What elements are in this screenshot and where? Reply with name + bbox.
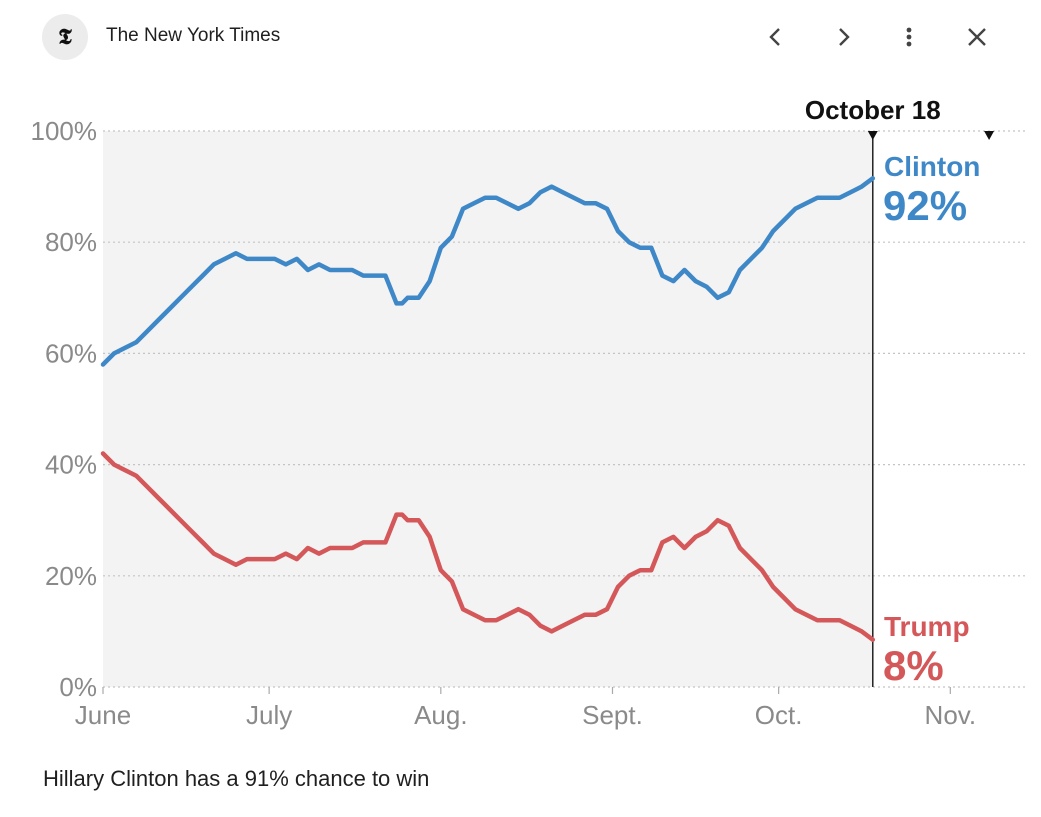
top-bar: 𝕿 The New York Times [0,0,1041,74]
series-line-clinton [100,176,876,367]
y-tick-label: 20% [45,561,97,591]
x-tick-label: Sept. [582,700,643,730]
x-tick-label: June [75,700,131,730]
marker-triangle [867,131,878,140]
x-tick-label: Nov. [925,700,977,730]
series-end-value: 92% [883,182,967,229]
y-tick-label: 60% [45,338,97,368]
series-name-label: Clinton [884,151,980,182]
chevron-left-icon[interactable] [756,18,796,56]
series-end-value: 8% [883,642,944,689]
more-vert-icon[interactable] [889,18,929,56]
y-tick-label: 0% [59,672,97,702]
caption: Hillary Clinton has a 91% chance to win [43,766,430,791]
chevron-right-icon[interactable] [823,18,863,56]
series-name-label: Trump [884,611,970,642]
close-icon[interactable] [957,18,997,56]
x-tick-label: Oct. [755,700,803,730]
y-tick-label: 40% [45,450,97,480]
x-tick-label: Aug. [414,700,468,730]
past-shading [103,131,873,687]
nyt-logo-icon: 𝕿 [42,14,88,60]
y-tick-label: 80% [45,227,97,257]
series-line-trump [100,451,876,642]
election-day-marker [984,131,995,140]
source-name[interactable]: The New York Times [106,25,281,46]
chart-area: 0% 20% 40% 60% 80% 100% June July Aug. Sept. Oct. N… [31,95,1028,730]
y-tick-label: 100% [31,116,98,146]
marker-label: October 18 [805,95,941,125]
x-tick-label: July [246,700,292,730]
